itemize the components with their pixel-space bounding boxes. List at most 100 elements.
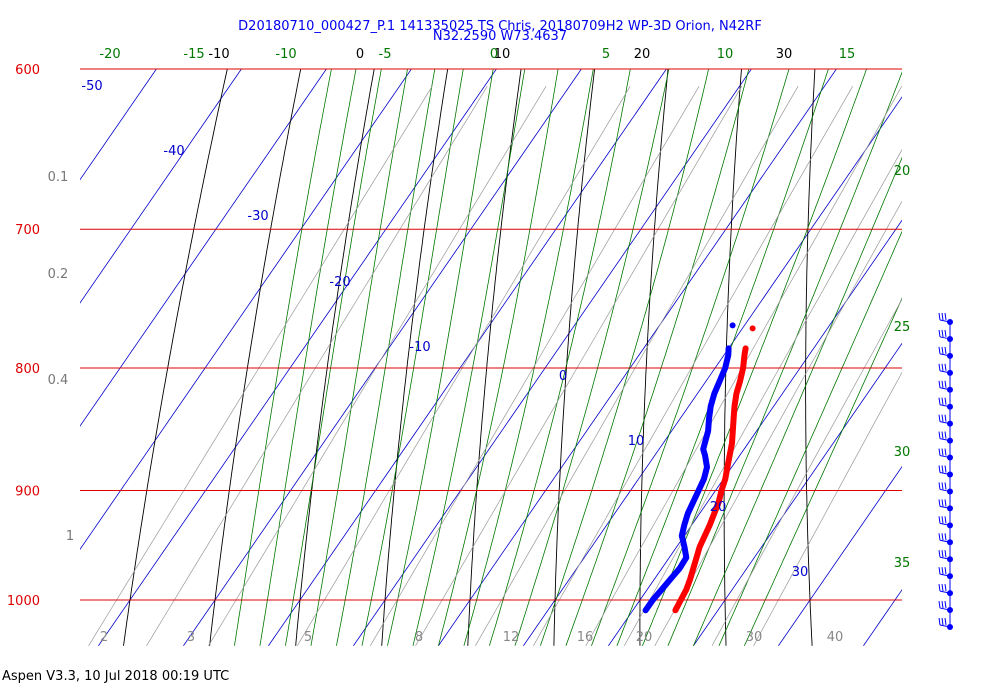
moist-adiabat-line xyxy=(361,69,464,646)
dewpoint-point xyxy=(725,352,731,358)
wind-barb-shaft xyxy=(939,488,951,492)
moist-adiabat-line xyxy=(514,69,670,646)
isotherm-label: 10 xyxy=(628,434,645,449)
temperature-point xyxy=(693,555,700,561)
moist-adiabat-label: 15 xyxy=(839,47,856,62)
wind-barb-flag xyxy=(941,363,944,371)
wind-barb-flag xyxy=(938,329,941,338)
wind-barb-flag xyxy=(944,414,947,422)
wind-barb-flag xyxy=(941,600,944,609)
mixing-ratio-line xyxy=(711,298,902,646)
wind-barb-shaft xyxy=(939,387,951,391)
wind-barb-flag xyxy=(938,346,941,354)
dry-adiabat-line xyxy=(805,69,816,646)
wind-barb-shaft xyxy=(939,590,951,594)
dewpoint-point xyxy=(681,522,688,528)
temperature-point xyxy=(697,544,703,550)
wind-barb-shaft xyxy=(939,624,951,628)
temperature-point xyxy=(683,587,689,593)
dewpoint-top-marker xyxy=(729,322,736,329)
moist-adiabat-line xyxy=(438,69,559,646)
dry-adiabat-line xyxy=(723,69,742,646)
wind-barb-flag xyxy=(944,380,947,388)
isotherm-line xyxy=(438,69,837,646)
isobar-label: 800 xyxy=(15,362,40,377)
isotherm-label: -30 xyxy=(247,209,268,224)
temperature-point xyxy=(711,510,717,516)
wind-barb-flag xyxy=(938,584,941,592)
moist-adiabat-line xyxy=(744,297,902,646)
dewpoint-point xyxy=(717,378,723,384)
wind-barb-flag xyxy=(941,584,944,592)
isotherm-line xyxy=(268,69,667,646)
dry-adiabat-line xyxy=(381,69,449,646)
wind-barb-flag xyxy=(938,380,941,388)
dewpoint-point xyxy=(706,416,712,422)
temperature-point xyxy=(731,416,737,422)
moist-adiabat-line xyxy=(642,69,867,646)
dewpoint-point xyxy=(700,446,706,452)
dewpoint-point xyxy=(705,428,711,434)
dry-adiabat-label: 10 xyxy=(494,47,511,62)
wind-barb-flag xyxy=(938,600,941,609)
temperature-point xyxy=(727,452,733,458)
wind-barb-flag xyxy=(944,499,947,507)
wind-barb-flag xyxy=(944,397,947,405)
dewpoint-point xyxy=(677,565,683,571)
wind-barb-flag xyxy=(938,414,941,422)
mixing-ratio-line xyxy=(623,149,902,646)
dewpoint-point xyxy=(681,544,688,550)
wind-barb-flag xyxy=(941,329,944,338)
moist-adiabat-label: 20 xyxy=(894,164,911,179)
wind-barb-flag xyxy=(938,312,941,321)
wind-barb-flag xyxy=(941,567,944,575)
diagram-labels: 6007008009001000-50-40-30-20-100102030-1… xyxy=(7,47,910,645)
mixing-ratio-line xyxy=(208,86,547,646)
mixing-ratio-label: 0.4 xyxy=(48,373,69,388)
temperature-point xyxy=(743,345,749,351)
dewpoint-point xyxy=(685,510,691,516)
temperature-point xyxy=(690,565,696,571)
wind-barb-flag xyxy=(941,380,944,388)
mixing-ratio-bottom-label: 3 xyxy=(187,630,195,645)
wind-barb-shaft xyxy=(939,539,951,543)
dry-adiabat-line xyxy=(295,69,375,646)
wind-barb-flag xyxy=(938,431,941,439)
dewpoint-point xyxy=(696,487,702,494)
wind-barb-shaft xyxy=(939,472,951,475)
mixing-ratio-line xyxy=(146,86,488,646)
wind-barb-flag xyxy=(938,533,941,541)
dry-adiabat-label: -10 xyxy=(208,47,229,62)
moist-adiabat-line xyxy=(667,71,902,646)
wind-barb-flag xyxy=(944,533,947,541)
dewpoint-profile xyxy=(642,345,732,614)
moist-adiabat-label: -15 xyxy=(183,47,204,62)
isotherm-line xyxy=(863,589,902,646)
dry-adiabat-line xyxy=(467,69,522,646)
temperature-point xyxy=(731,403,738,409)
wind-barb-flag xyxy=(944,516,947,524)
moist-adiabat-line xyxy=(565,69,750,646)
wind-barb-flag xyxy=(941,499,944,507)
moist-adiabat-label: 0 xyxy=(490,47,498,62)
temperature-point xyxy=(729,440,735,446)
wind-barb-flag xyxy=(944,465,947,473)
mixing-ratio-bottom-label: 16 xyxy=(577,630,594,645)
wind-barb-shaft xyxy=(939,319,951,323)
temperature-point xyxy=(718,487,725,494)
wind-barb-flag xyxy=(944,482,947,490)
moist-adiabat-line xyxy=(463,69,594,646)
wind-barb-flag xyxy=(941,465,944,473)
moist-adiabat-line xyxy=(591,69,790,646)
temperature-point xyxy=(707,522,713,528)
dewpoint-point xyxy=(708,403,714,409)
isotherm-line xyxy=(778,465,902,646)
wind-barb-flag xyxy=(938,465,941,473)
moist-adiabat-label: 10 xyxy=(717,47,734,62)
dewpoint-point xyxy=(711,391,717,397)
temperature-top-marker xyxy=(749,325,756,332)
wind-barb-flag xyxy=(944,617,947,626)
mixing-ratio-bottom-label: 2 xyxy=(100,630,108,645)
moist-adiabat-line xyxy=(489,69,631,646)
mixing-ratio-line xyxy=(415,86,743,646)
